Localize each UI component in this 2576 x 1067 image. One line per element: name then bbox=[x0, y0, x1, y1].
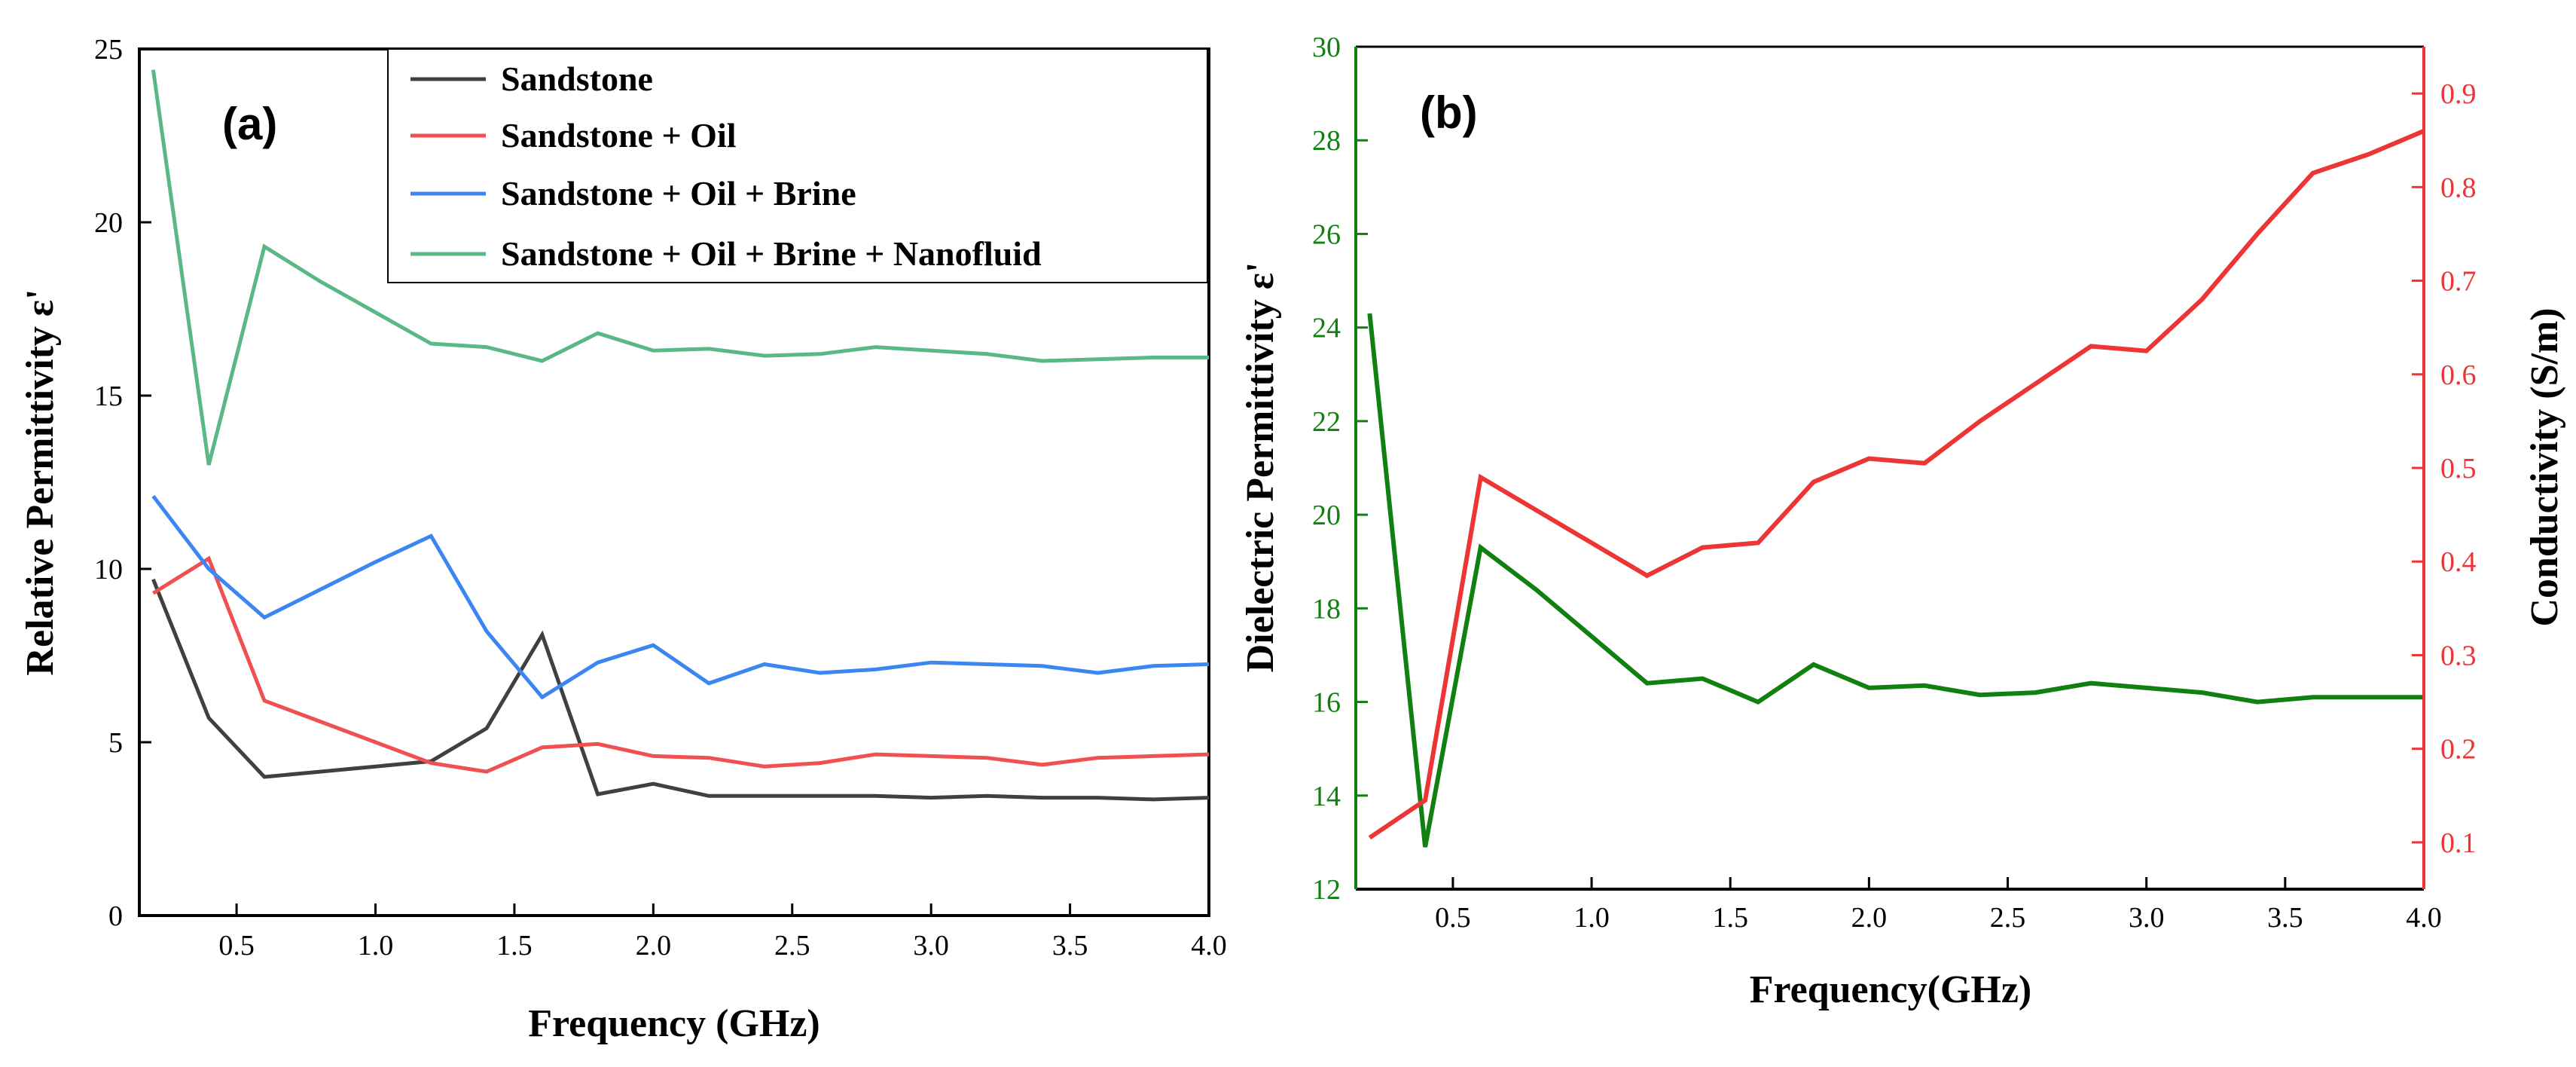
series-line-sandstone-oil-brine-nanofluid bbox=[151, 69, 1209, 466]
y-right-tick-label-b: 0.3 bbox=[2440, 640, 2477, 671]
y-left-tick-label-b: 20 bbox=[1312, 500, 1341, 531]
y-left-tick-label-b: 18 bbox=[1312, 593, 1341, 625]
legend-label-sandstone: Sandstone bbox=[501, 60, 653, 98]
y-left-tick-label-b: 30 bbox=[1312, 32, 1341, 63]
series-line-sandstone-oil bbox=[152, 555, 1210, 774]
x-axis-ticks-a: 0.5 1.0 1.5 2.0 2.5 3.0 3.5 4.0 bbox=[218, 903, 1227, 962]
legend-box-a bbox=[387, 48, 1208, 283]
y-left-tick-label-b: 22 bbox=[1312, 406, 1341, 438]
y-left-tick-label-b: 14 bbox=[1312, 781, 1341, 812]
x-tick-label-a: 4.0 bbox=[1191, 930, 1227, 962]
x-axis-title-a: Frequency (GHz) bbox=[528, 1002, 820, 1045]
x-tick-label-a: 3.5 bbox=[1052, 930, 1088, 962]
y-right-tick-label-b: 0.7 bbox=[2440, 266, 2477, 298]
y-tick-label-a: 20 bbox=[94, 207, 123, 239]
x-tick-label-b: 3.5 bbox=[2267, 902, 2303, 934]
y-axis-ticks-a: 0 5 10 15 20 25 bbox=[94, 34, 151, 932]
panel-label-b: (b) bbox=[1420, 87, 1478, 138]
y-right-tick-label-b: 0.4 bbox=[2440, 546, 2477, 578]
y-tick-label-a: 10 bbox=[94, 554, 123, 585]
x-tick-label-b: 4.0 bbox=[2406, 902, 2442, 934]
y-axis-title-a: Relative Permittivity ε' bbox=[19, 289, 62, 675]
x-tick-label-a: 2.0 bbox=[636, 930, 672, 962]
x-tick-label-a: 1.0 bbox=[358, 930, 394, 962]
y-right-tick-label-b: 0.5 bbox=[2440, 453, 2477, 485]
x-tick-label-b: 2.0 bbox=[1851, 902, 1888, 934]
x-axis-ticks-b: 0.5 1.0 1.5 2.0 2.5 3.0 3.5 4.0 bbox=[1435, 877, 2442, 934]
x-tick-label-b: 0.5 bbox=[1435, 902, 1471, 934]
legend-label-sandstone-oil: Sandstone + Oil bbox=[501, 116, 737, 154]
x-axis-title-b: Frequency(GHz) bbox=[1750, 968, 2032, 1011]
y-left-tick-label-b: 24 bbox=[1312, 313, 1341, 344]
y-right-tick-label-b: 0.6 bbox=[2440, 359, 2477, 391]
y-tick-label-a: 15 bbox=[94, 381, 123, 412]
y-left-tick-label-b: 12 bbox=[1312, 874, 1341, 906]
x-tick-label-a: 3.0 bbox=[913, 930, 949, 962]
x-tick-label-b: 1.0 bbox=[1573, 902, 1610, 934]
y-tick-label-a: 5 bbox=[108, 727, 123, 759]
x-tick-label-a: 2.5 bbox=[774, 930, 810, 962]
y-right-tick-label-b: 0.2 bbox=[2440, 734, 2477, 766]
y-axis-right-title-b: Conductivity (S/m) bbox=[2523, 307, 2566, 626]
panel-label-a: (a) bbox=[222, 99, 277, 149]
y-right-tick-label-b: 0.8 bbox=[2440, 172, 2477, 203]
y-right-tick-label-b: 0.9 bbox=[2440, 78, 2477, 110]
legend-label-nanofluid: Sandstone + Oil + Brine + Nanofluid bbox=[501, 234, 1042, 273]
series-line-sandstone bbox=[151, 578, 1210, 802]
y-tick-label-a: 25 bbox=[94, 34, 123, 66]
y-axis-left-title-b: Dielectric Permittivity ε' bbox=[1239, 262, 1282, 673]
y-left-tick-label-b: 16 bbox=[1312, 687, 1341, 719]
x-tick-label-a: 0.5 bbox=[218, 930, 255, 962]
x-tick-label-a: 1.5 bbox=[496, 930, 533, 962]
series-line-sandstone-oil-brine bbox=[151, 494, 1210, 700]
legend-label-sandstone-oil-brine: Sandstone + Oil + Brine bbox=[501, 174, 856, 212]
series-group-a bbox=[151, 69, 1210, 802]
y-left-tick-label-b: 28 bbox=[1312, 125, 1341, 157]
y-tick-label-a: 0 bbox=[108, 900, 123, 932]
series-group-b bbox=[1367, 129, 2425, 848]
y-axis-left-ticks-b: 12 14 16 18 20 22 24 26 28 30 bbox=[1312, 32, 1368, 906]
chart-panel-b: 0.5 1.0 1.5 2.0 2.5 3.0 3.5 4.0 12 14 16 18 20 22 24 2… bbox=[1239, 32, 2566, 1011]
series-line-dielectric-permittivity bbox=[1367, 313, 2424, 848]
x-tick-label-b: 2.5 bbox=[1990, 902, 2026, 934]
series-line-conductivity bbox=[1368, 129, 2425, 840]
x-tick-label-b: 1.5 bbox=[1712, 902, 1748, 934]
y-left-tick-label-b: 26 bbox=[1312, 219, 1341, 250]
y-axis-right-ticks-b: 0.1 0.2 0.3 0.4 0.5 0.6 0.7 0.8 0.9 bbox=[2412, 78, 2477, 859]
legend-a: Sandstone Sandstone + Oil Sandstone + Oi… bbox=[387, 48, 1208, 283]
x-tick-label-b: 3.0 bbox=[2129, 902, 2165, 934]
y-right-tick-label-b: 0.1 bbox=[2440, 827, 2477, 859]
